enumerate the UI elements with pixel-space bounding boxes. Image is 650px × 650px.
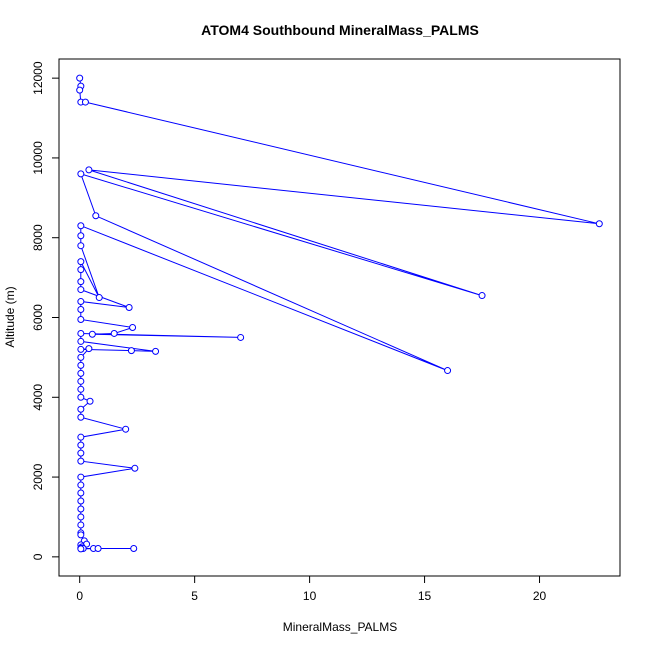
y-axis: 0 2000 4000 6000 8000 10000 12000	[31, 61, 60, 560]
data-point	[88, 330, 96, 338]
x-axis-label: MineralMass_PALMS	[283, 620, 397, 634]
data-point	[77, 329, 85, 337]
data-point	[77, 315, 85, 323]
data-point	[129, 323, 137, 331]
data-point	[92, 212, 100, 220]
y-tick-label: 2000	[31, 463, 45, 490]
data-point	[76, 86, 84, 94]
data-point	[77, 473, 85, 481]
chart-title: ATOM4 Southbound MineralMass_PALMS	[201, 22, 479, 38]
y-tick-label: 0	[31, 553, 45, 560]
data-point	[94, 544, 102, 552]
data-point	[127, 347, 135, 355]
data-point	[77, 457, 85, 465]
data-point	[130, 544, 138, 552]
data-point	[77, 306, 85, 314]
x-tick-label: 20	[533, 589, 547, 603]
data-point	[77, 377, 85, 385]
data-point	[122, 425, 130, 433]
x-tick-label: 10	[303, 589, 317, 603]
y-tick-label: 8000	[31, 224, 45, 251]
data-point	[77, 353, 85, 361]
data-point	[77, 393, 85, 401]
data-point	[77, 242, 85, 250]
data-point	[77, 258, 85, 266]
data-point	[478, 292, 486, 300]
data-point	[131, 464, 139, 472]
y-axis-label: Altitude (m)	[3, 286, 17, 347]
data-point	[77, 170, 85, 178]
data-point	[77, 232, 85, 240]
data-point	[77, 369, 85, 377]
data-point	[125, 304, 133, 312]
data-point	[77, 385, 85, 393]
data-point	[595, 220, 603, 228]
y-tick-label: 12000	[31, 61, 45, 95]
data-point	[81, 98, 89, 106]
data-point	[85, 345, 93, 353]
series-points	[76, 74, 603, 553]
y-tick-label: 6000	[31, 304, 45, 331]
data-point	[77, 337, 85, 345]
data-point	[77, 489, 85, 497]
data-point	[444, 367, 452, 375]
data-point	[77, 497, 85, 505]
plot-area-frame	[58, 58, 621, 577]
data-point	[95, 294, 103, 302]
data-point	[77, 266, 85, 274]
data-point	[77, 505, 85, 513]
data-point	[77, 345, 85, 353]
data-point	[77, 286, 85, 294]
data-point	[85, 166, 93, 174]
x-axis: 0 5 10 15 20	[76, 575, 547, 603]
series-line	[79, 78, 600, 550]
series-path	[79, 78, 600, 550]
data-point	[77, 441, 85, 449]
data-point	[77, 433, 85, 441]
data-point	[77, 531, 85, 539]
x-tick-label: 5	[191, 589, 198, 603]
data-point	[77, 278, 85, 286]
data-point	[77, 481, 85, 489]
data-point	[77, 361, 85, 369]
data-point	[77, 545, 85, 553]
data-point	[77, 521, 85, 529]
data-point	[76, 74, 84, 82]
data-point	[86, 397, 94, 405]
data-point	[77, 405, 85, 413]
data-point	[77, 298, 85, 306]
data-point	[237, 333, 245, 341]
data-point	[77, 222, 85, 230]
data-point	[152, 347, 160, 355]
data-point	[77, 449, 85, 457]
x-tick-label: 15	[418, 589, 432, 603]
y-tick-label: 4000	[31, 384, 45, 411]
y-tick-label: 10000	[31, 141, 45, 175]
data-point	[77, 513, 85, 521]
x-tick-label: 0	[76, 589, 83, 603]
data-point	[77, 413, 85, 421]
data-point	[110, 329, 118, 337]
